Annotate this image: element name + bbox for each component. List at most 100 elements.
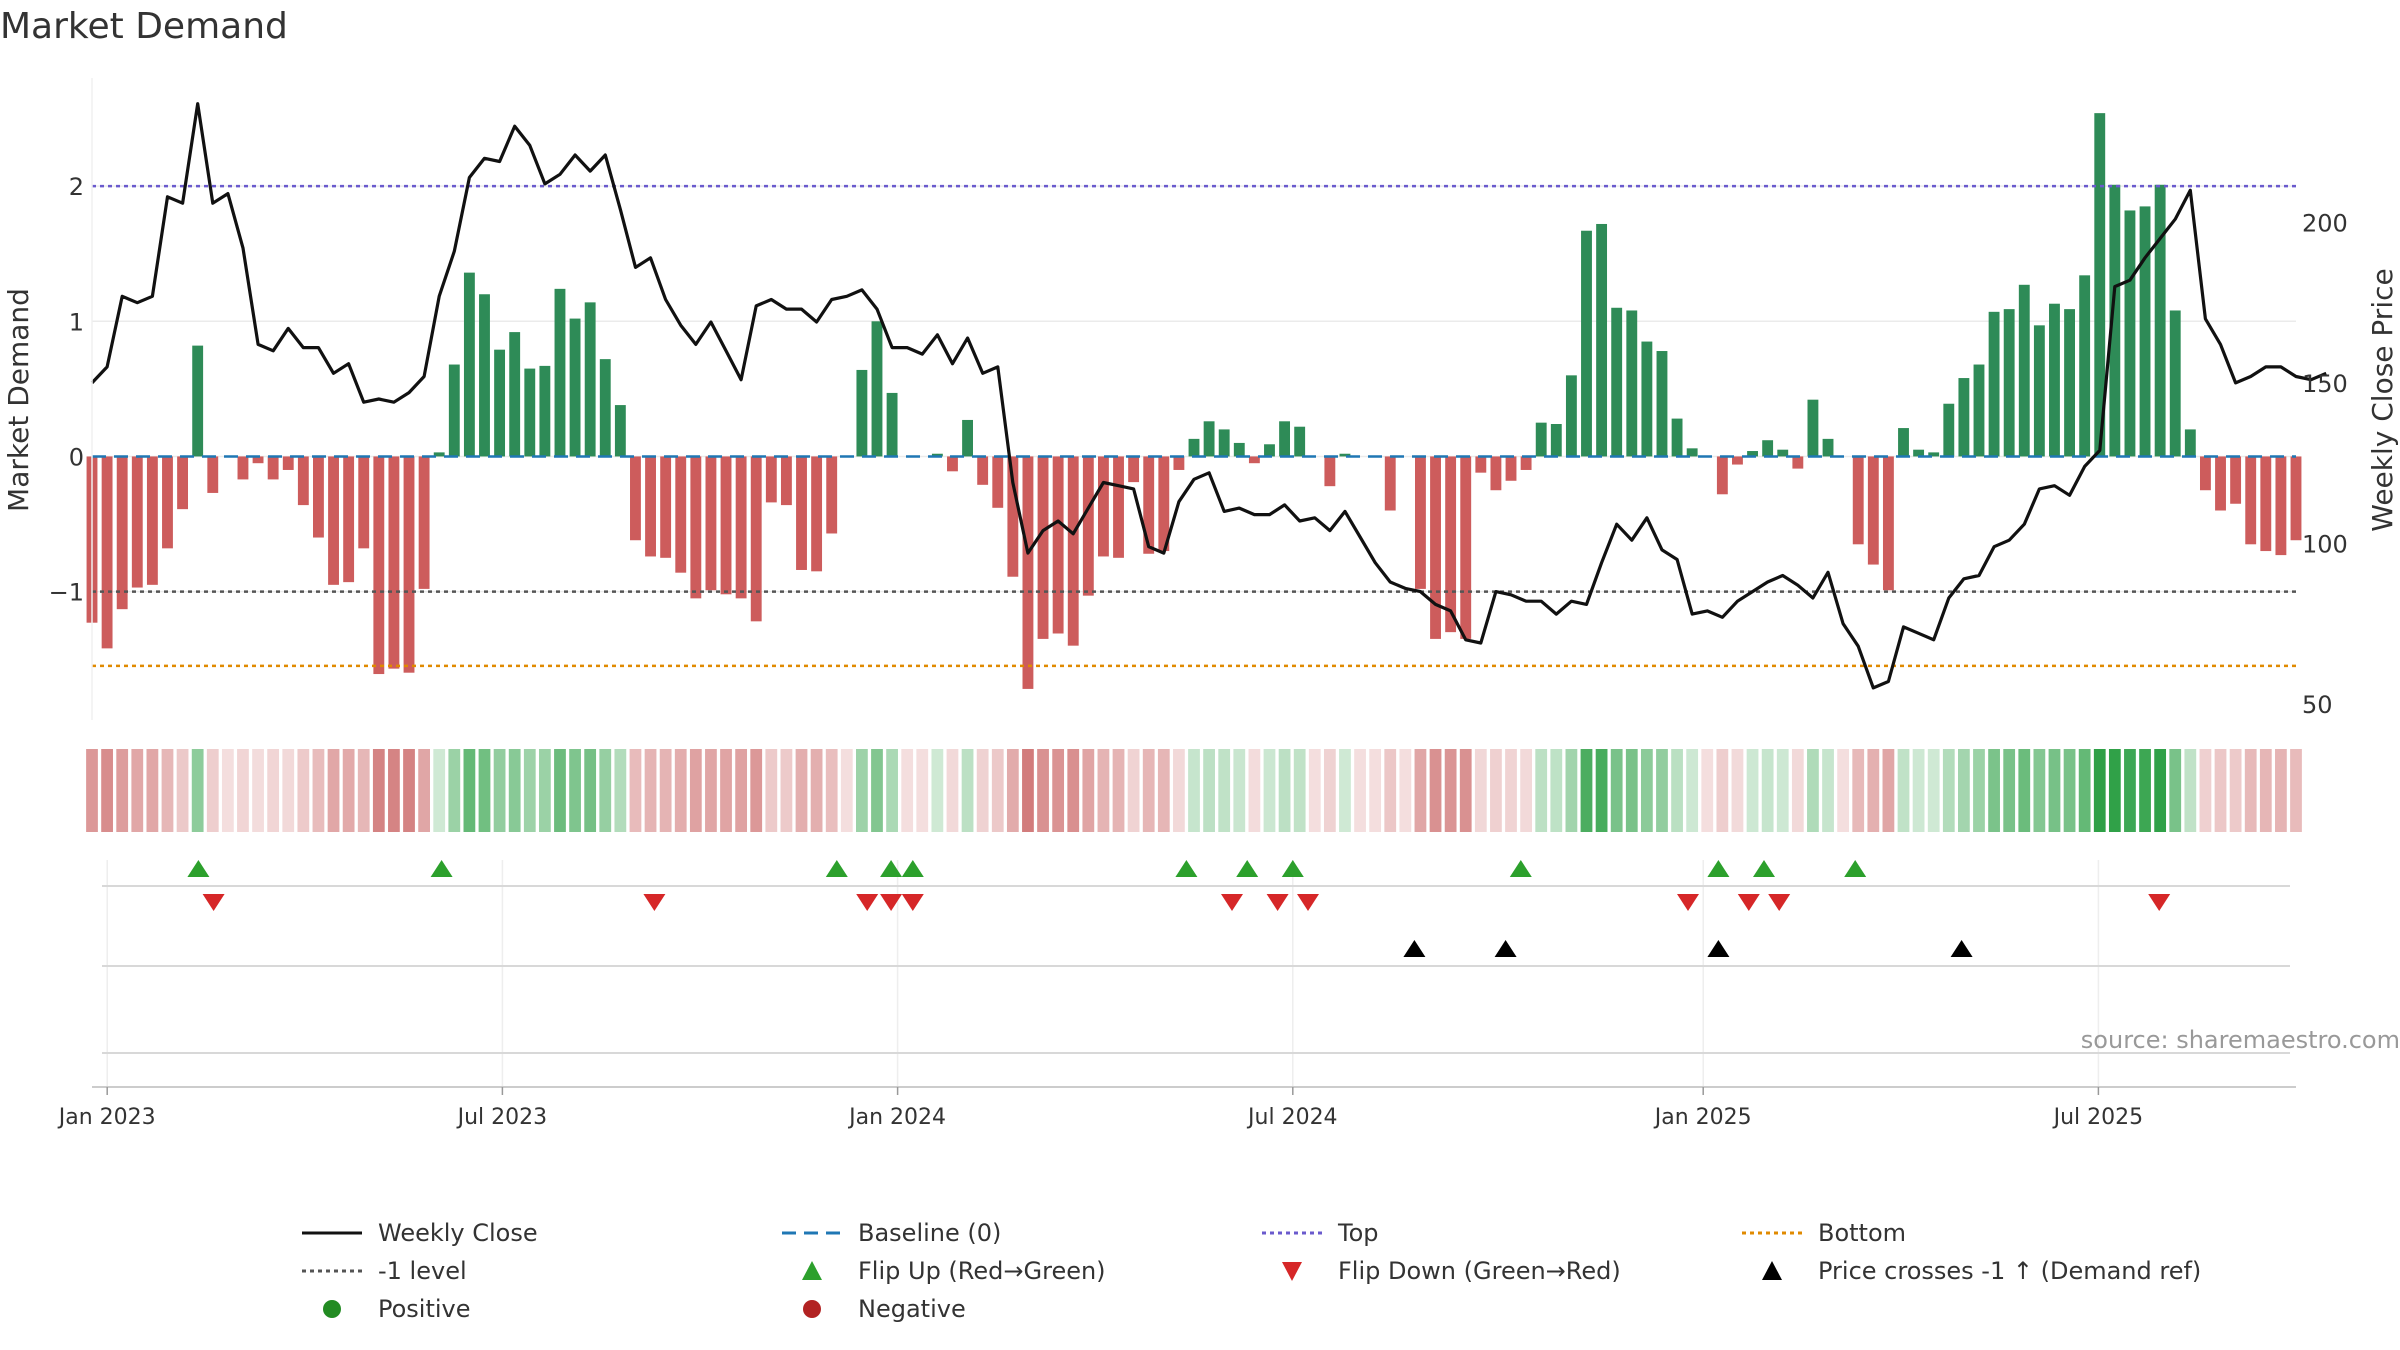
demand-bar (1792, 456, 1804, 469)
demand-bar (1037, 456, 1049, 639)
heat-cell (116, 749, 129, 832)
heat-cell (478, 749, 491, 832)
demand-bar (2169, 310, 2181, 457)
demand-bar (1445, 456, 1457, 633)
demand-bar (554, 288, 566, 457)
heat-cell (810, 749, 823, 832)
demand-bar (2033, 325, 2045, 457)
demand-bar (2124, 210, 2136, 457)
demand-bar (614, 405, 626, 457)
heat-cell (840, 749, 853, 832)
legend-flip-down: Flip Down (Green→Red) (1260, 1253, 1621, 1289)
demand-bar (1173, 456, 1185, 470)
heat-cell (1988, 749, 2000, 832)
demand-bar (1626, 310, 1638, 457)
demand-bar (2049, 303, 2060, 457)
triangle-up-icon (802, 1261, 822, 1280)
heat-cell (1323, 749, 1336, 832)
heat-cell (312, 749, 325, 832)
x-tick-label: Jul 2025 (2052, 1105, 2144, 1130)
heat-cell (357, 749, 370, 832)
heat-cell (493, 749, 506, 832)
heat-cell (795, 749, 808, 832)
legend-label: Flip Up (Red→Green) (858, 1257, 1106, 1285)
heat-cell (1006, 749, 1019, 832)
demand-bar (1611, 307, 1623, 457)
demand-bar (418, 456, 430, 589)
heat-cell (1927, 749, 1940, 832)
heat-cell (1384, 749, 1397, 832)
demand-bar (2199, 456, 2211, 491)
dotted-line-icon (1742, 1231, 1802, 1235)
heat-cell (946, 749, 959, 832)
heat-cell (1535, 749, 1548, 832)
demand-bar (1822, 438, 1834, 457)
y-right-tick-label: 50 (2302, 691, 2333, 719)
demand-bar (1671, 418, 1683, 457)
heat-cell (1505, 749, 1517, 832)
demand-bar (856, 369, 868, 457)
heat-cell (705, 749, 717, 832)
heat-cell (433, 749, 446, 832)
heat-cell (508, 749, 521, 832)
demand-bar (2109, 184, 2121, 457)
axes: 2 1 0 −1 200 150 100 50 Jan 2023 Jul 2023 Jan 2024… (49, 78, 2348, 1130)
heat-cell (599, 749, 612, 832)
demand-bar (1188, 438, 1200, 457)
heat-cell (1037, 749, 1049, 832)
heat-cell (1701, 749, 1714, 832)
demand-bar (1128, 456, 1140, 483)
demand-bar (1520, 456, 1532, 470)
y-left-axis-label: Market Demand (2, 288, 35, 512)
y-left-tick-label: −1 (49, 579, 84, 607)
chart-title: Market Demand (0, 6, 288, 47)
heat-cell (1942, 749, 1955, 832)
heat-cell (1399, 749, 1412, 832)
demand-bar (1264, 444, 1275, 457)
heat-cell (720, 749, 732, 832)
heat-cell (1173, 749, 1185, 832)
demand-bar (1460, 456, 1472, 639)
heat-cell (2139, 749, 2151, 832)
demand-bar (463, 272, 475, 457)
heat-cell (1958, 749, 1970, 832)
heat-cell (191, 749, 204, 832)
demand-bar (2230, 456, 2242, 504)
flip-down-marker (643, 894, 666, 911)
heat-cell (1233, 749, 1246, 832)
demand-bar (162, 456, 173, 549)
demand-bar (388, 456, 400, 669)
demand-bar (2215, 456, 2226, 511)
heat-cell (1112, 749, 1125, 832)
flip-down-marker (1768, 894, 1791, 911)
heat-cell (2184, 749, 2197, 832)
demand-bar (2260, 456, 2272, 552)
heat-cell (1656, 749, 1668, 832)
flip-up-marker (1175, 860, 1198, 877)
demand-bar (1852, 456, 1864, 545)
dotted-line-icon (302, 1269, 362, 1273)
flip-up-marker (1509, 860, 1532, 877)
flip-up-marker (1281, 860, 1304, 877)
demand-bar (705, 456, 717, 591)
heat-cell (221, 749, 234, 832)
chart-legend: Weekly Close Baseline (0) Top Bottom -1 … (300, 1215, 2260, 1345)
demand-bar (1762, 440, 1774, 457)
heat-cell (1157, 749, 1170, 832)
solid-line-icon (302, 1231, 362, 1235)
demand-bar (237, 456, 249, 480)
x-tick-label: Jul 2023 (456, 1105, 548, 1130)
demand-bar (1867, 456, 1879, 565)
legend-label: Weekly Close (378, 1219, 538, 1247)
demand-heat-strip (86, 749, 2302, 832)
heat-cell (418, 749, 430, 832)
heat-cell (282, 749, 295, 832)
demand-bar (1716, 456, 1728, 495)
price-cross-marker (1403, 940, 1426, 957)
heat-cell (252, 749, 264, 832)
demand-bar (267, 456, 279, 480)
demand-bar (1596, 223, 1608, 457)
heat-cell (1308, 749, 1321, 832)
heat-cell (176, 749, 189, 832)
heat-cell (961, 749, 974, 832)
